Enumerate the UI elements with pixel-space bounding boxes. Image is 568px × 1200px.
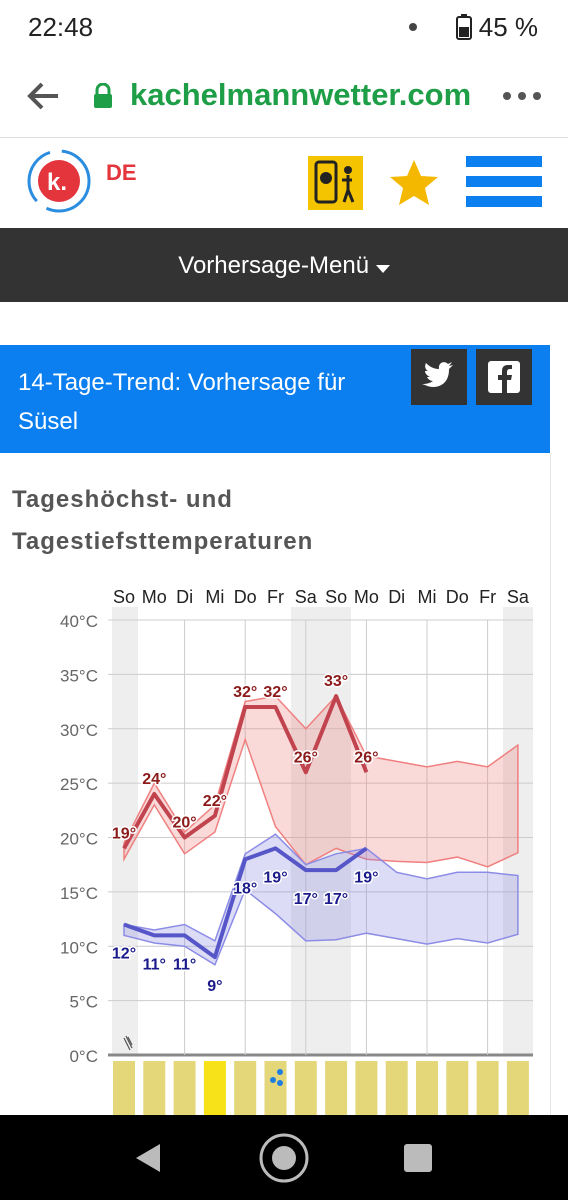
url-bar: kachelmannwetter.com [0, 55, 568, 138]
x-tick-label: Di [176, 587, 193, 607]
y-tick-label: 40°C [60, 612, 98, 631]
high-label: 33° [324, 673, 348, 690]
wind-icon [123, 1035, 133, 1051]
low-label: 18° [233, 880, 257, 897]
low-label: 19° [263, 869, 287, 886]
low-label: 17° [324, 891, 348, 908]
logo[interactable]: k. [26, 148, 96, 214]
y-tick-label: 0°C [69, 1047, 98, 1066]
temperature-chart: 0°C 5°C 10°C 15°C 20°C 25°C 30°C 35°C 40°C So Mo Di… [60, 587, 533, 1115]
x-tick-label: Fr [479, 587, 496, 607]
high-label: 26° [294, 749, 318, 766]
y-tick-label: 25°C [60, 775, 98, 794]
more-menu[interactable] [502, 91, 542, 101]
high-line [122, 694, 369, 850]
weekend-shade [291, 607, 351, 1055]
day-bar [325, 1061, 348, 1115]
day-bar [234, 1061, 257, 1115]
dropdown-caret [375, 265, 390, 273]
section-heading: Tageshöchst- und Tagestiefsttemperaturen [12, 486, 314, 555]
forecast-menu[interactable]: Vorhersage-Menü [0, 228, 568, 302]
twitter-button[interactable] [411, 349, 467, 405]
low-label: 11° [173, 956, 196, 973]
day-bar [264, 1061, 287, 1115]
language[interactable]: DE [106, 160, 137, 185]
rain-icon [270, 1069, 283, 1086]
high-label: 22° [203, 793, 227, 810]
banner: 14-Tage-Trend: Vorhersage für Süsel [0, 345, 550, 453]
battery-level: 45 % [478, 12, 538, 42]
app-icon[interactable] [308, 156, 363, 210]
low-label: 11° [143, 956, 166, 973]
low-label: 19° [354, 869, 378, 886]
plot: 19° 24° 20° 22° 32° 32° 26° 33° 26° 12° 11° 11° 9° 18… [110, 672, 519, 997]
battery-icon [456, 14, 472, 40]
logo-text: k. [47, 169, 67, 196]
x-tick-label: Do [446, 587, 469, 607]
clock: 22:48 [28, 12, 94, 42]
y-tick-label: 35°C [60, 666, 98, 685]
x-tick-label: So [325, 587, 347, 607]
x-tick-label: Sa [295, 587, 318, 607]
x-tick-label: Fr [267, 587, 284, 607]
content-card: Tageshöchst- und Tagestiefsttemperaturen [0, 453, 551, 1115]
status-bar: 22:48 45 % [0, 0, 568, 55]
day-bar [294, 1061, 317, 1115]
nav-home[interactable] [258, 1132, 310, 1184]
day-bar [203, 1061, 226, 1115]
url[interactable]: kachelmannwetter.com [130, 77, 472, 112]
high-label: 20° [172, 815, 196, 832]
notification-dot [409, 23, 417, 31]
day-bar [416, 1061, 438, 1115]
low-label: 9° [207, 978, 222, 995]
high-label: 19° [112, 825, 136, 842]
high-label: 24° [142, 771, 166, 788]
high-label: 32° [233, 684, 257, 701]
low-label: 12° [112, 946, 136, 963]
site-header: k. DE [0, 138, 568, 228]
nav-back[interactable] [134, 1142, 162, 1174]
high-label: 26° [354, 749, 378, 766]
low-label: 17° [294, 891, 318, 908]
x-tick-label: Mo [354, 587, 379, 607]
y-tick-label: 15°C [60, 884, 98, 903]
day-bar [143, 1061, 166, 1115]
banner-title: 14-Tage-Trend: Vorhersage für Süsel [18, 369, 346, 435]
y-tick-label: 20°C [60, 830, 98, 849]
day-bar [476, 1061, 499, 1115]
back-button[interactable] [26, 81, 60, 111]
day-bar [446, 1061, 469, 1115]
x-tick-label: Mi [205, 587, 224, 607]
x-tick-label: Mi [418, 587, 437, 607]
low-line [123, 846, 368, 960]
range-band [123, 694, 519, 868]
x-tick-label: So [113, 587, 135, 607]
y-tick-label: 5°C [69, 993, 98, 1012]
x-tick-label: Di [388, 587, 405, 607]
grid: 0°C 5°C 10°C 15°C 20°C 25°C 30°C 35°C 40°C So Mo Di… [60, 587, 533, 1066]
x-tick-label: Mo [142, 587, 167, 607]
y-tick-label: 30°C [60, 721, 98, 740]
favorite-star[interactable] [388, 158, 440, 208]
facebook-button[interactable] [476, 349, 532, 405]
day-bar [173, 1061, 196, 1115]
daily-bars [113, 1061, 529, 1115]
hamburger-menu[interactable] [466, 156, 542, 208]
high-label: 32° [263, 684, 287, 701]
lock-icon [94, 83, 112, 108]
day-bar [385, 1061, 408, 1115]
x-tick-label: Sa [507, 587, 530, 607]
day-bar [355, 1061, 378, 1115]
nav-recents[interactable] [404, 1144, 432, 1172]
day-bar [113, 1061, 135, 1115]
navigation-bar [0, 1115, 568, 1200]
x-tick-label: Do [234, 587, 257, 607]
menu-label: Vorhersage-Menü [178, 252, 370, 279]
y-tick-label: 10°C [60, 938, 98, 957]
day-bar [506, 1061, 529, 1115]
